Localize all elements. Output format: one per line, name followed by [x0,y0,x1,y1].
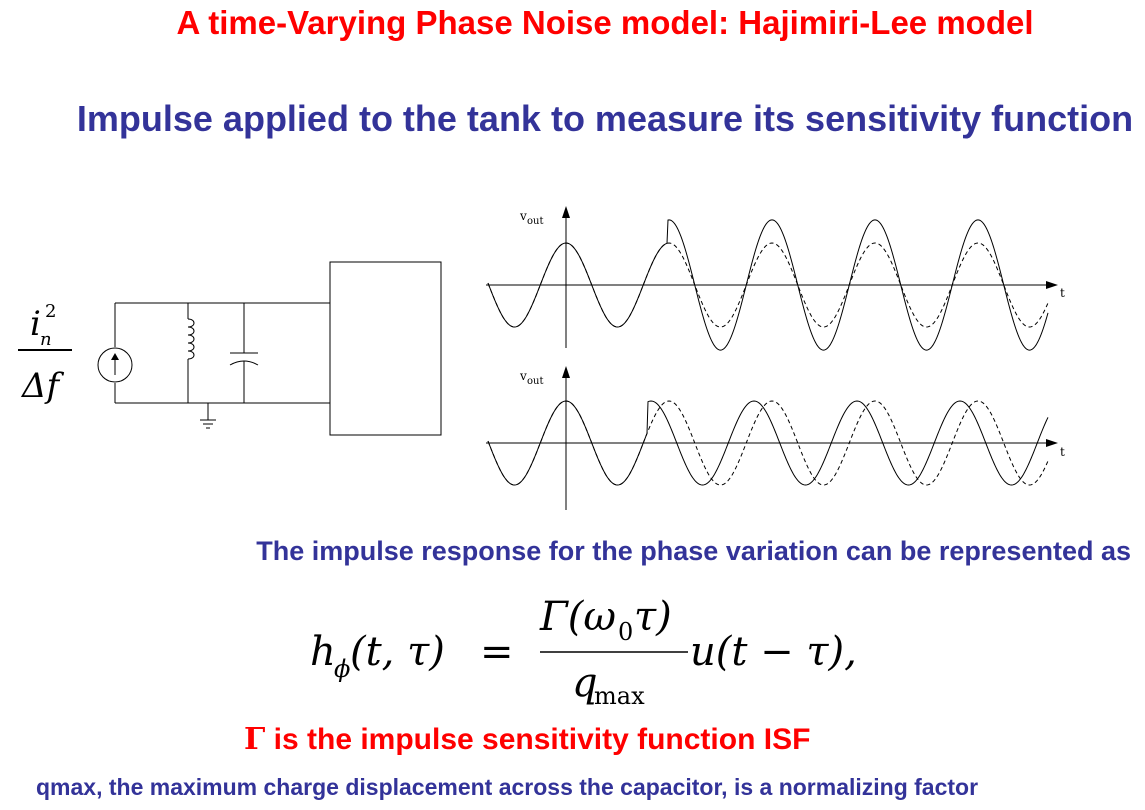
top-ylabel-sub: out [527,216,543,227]
slide-title: A time-Varying Phase Noise model: Hajimi… [176,4,1034,41]
eq-lhs-h: h [310,629,336,675]
bottom-ylabel: v [519,369,527,383]
eq-rhs: u(t − τ), [690,629,857,675]
impulse-response-equation: h ϕ (t, τ) = Γ(ω 0 τ) q max u(t − τ), [310,594,857,710]
eq-lhs-sub: ϕ [334,655,350,683]
eq-lhs-args: (t, τ) [350,629,445,675]
slide-subtitle: Impulse applied to the tank to measure i… [76,98,1134,139]
top-dashed-wave [487,242,1049,328]
eq-numerator-sub: 0 [618,618,633,646]
waveform-plots: v out t v out t [486,206,1065,510]
noise-label-superscript: 2 [45,301,56,322]
eq-denominator: q [572,660,598,706]
qmax-note: qmax, the maximum charge displacement ac… [36,774,979,800]
noise-label-numerator: i [30,304,41,344]
eq-equals: = [480,629,514,675]
active-circuit-block [329,261,442,436]
bottom-x-axis-arrow [1046,439,1058,447]
isf-gamma-symbol: Γ [244,722,266,757]
isf-definition-label: is the impulse sensitivity function ISF [265,723,811,756]
eq-numerator: Γ(ω [539,594,616,640]
bottom-ylabel-sub: out [527,376,543,387]
top-ylabel: v [519,209,527,223]
current-source-icon [97,347,133,383]
noise-label-denominator: Δf [20,366,65,406]
inductor-icon [187,318,195,360]
noise-label-subscript: n [40,329,52,350]
impulse-response-text: The impulse response for the phase varia… [256,536,1131,566]
top-x-axis-arrow [1046,281,1058,289]
eq-denominator-sub: max [594,682,645,710]
eq-numerator-end: τ) [634,594,672,640]
top-xlabel: t [1060,286,1065,300]
tank-circuit-diagram: i n 2 Δf [18,261,442,436]
top-y-axis-arrow [562,206,570,218]
bottom-y-axis-arrow [562,366,570,378]
bottom-dashed-wave [487,400,1049,486]
isf-definition: Γ is the impulse sensitivity function IS… [244,722,810,757]
bottom-xlabel: t [1060,445,1065,459]
